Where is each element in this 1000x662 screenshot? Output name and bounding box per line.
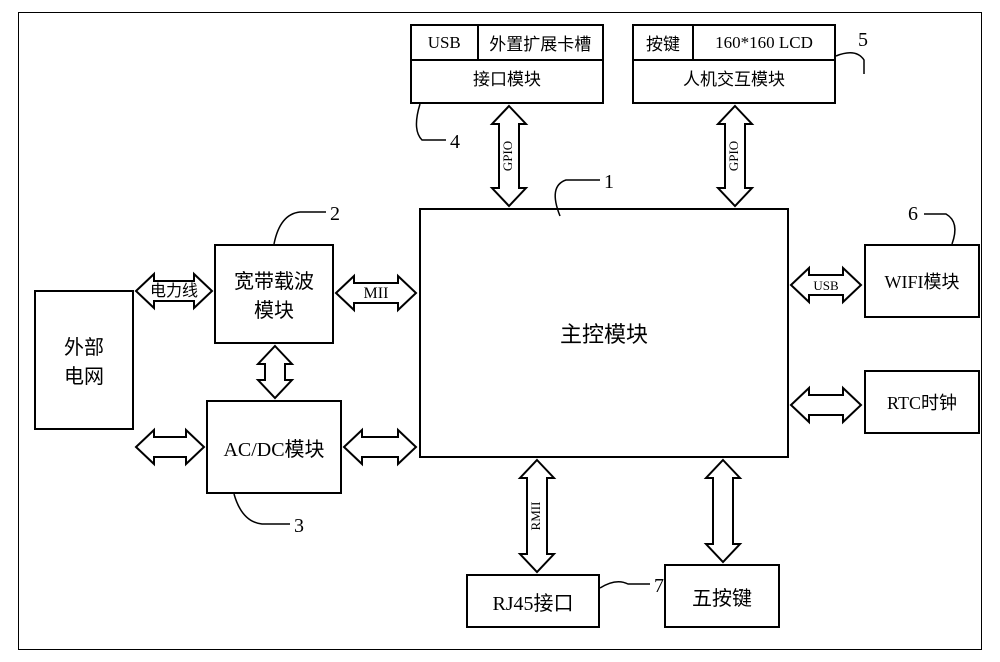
block-five-keys: 五按键: [664, 564, 780, 628]
block-hmi-module: 按键 160*160 LCD 人机交互模块: [632, 24, 836, 104]
label: 五按键: [690, 580, 754, 613]
label: WIFI模块: [883, 266, 962, 296]
label: RJ45接口: [490, 585, 575, 618]
label: 主控模块: [558, 315, 650, 351]
label: AC/DC模块: [221, 431, 326, 464]
cell-lcd: 160*160 LCD: [715, 33, 813, 53]
block-wifi: WIFI模块: [864, 244, 980, 318]
block-acdc: AC/DC模块: [206, 400, 342, 494]
block-rtc: RTC时钟: [864, 370, 980, 434]
cell-usb: USB: [428, 33, 461, 53]
block-broadband-carrier: 宽带载波模块: [214, 244, 334, 344]
label: 宽带载波模块: [232, 263, 316, 325]
block-external-grid: 外部电网: [34, 290, 134, 430]
cell-expansion-slot: 外置扩展卡槽: [489, 30, 591, 55]
label: 人机交互模块: [683, 65, 785, 90]
label: 外部电网: [62, 329, 106, 391]
block-rj45: RJ45接口: [466, 574, 600, 628]
cell-keys: 按键: [646, 30, 680, 55]
block-interface-module: USB 外置扩展卡槽 接口模块: [410, 24, 604, 104]
label: 接口模块: [473, 65, 541, 90]
label: RTC时钟: [885, 387, 959, 417]
block-main-controller: 主控模块: [419, 208, 789, 458]
